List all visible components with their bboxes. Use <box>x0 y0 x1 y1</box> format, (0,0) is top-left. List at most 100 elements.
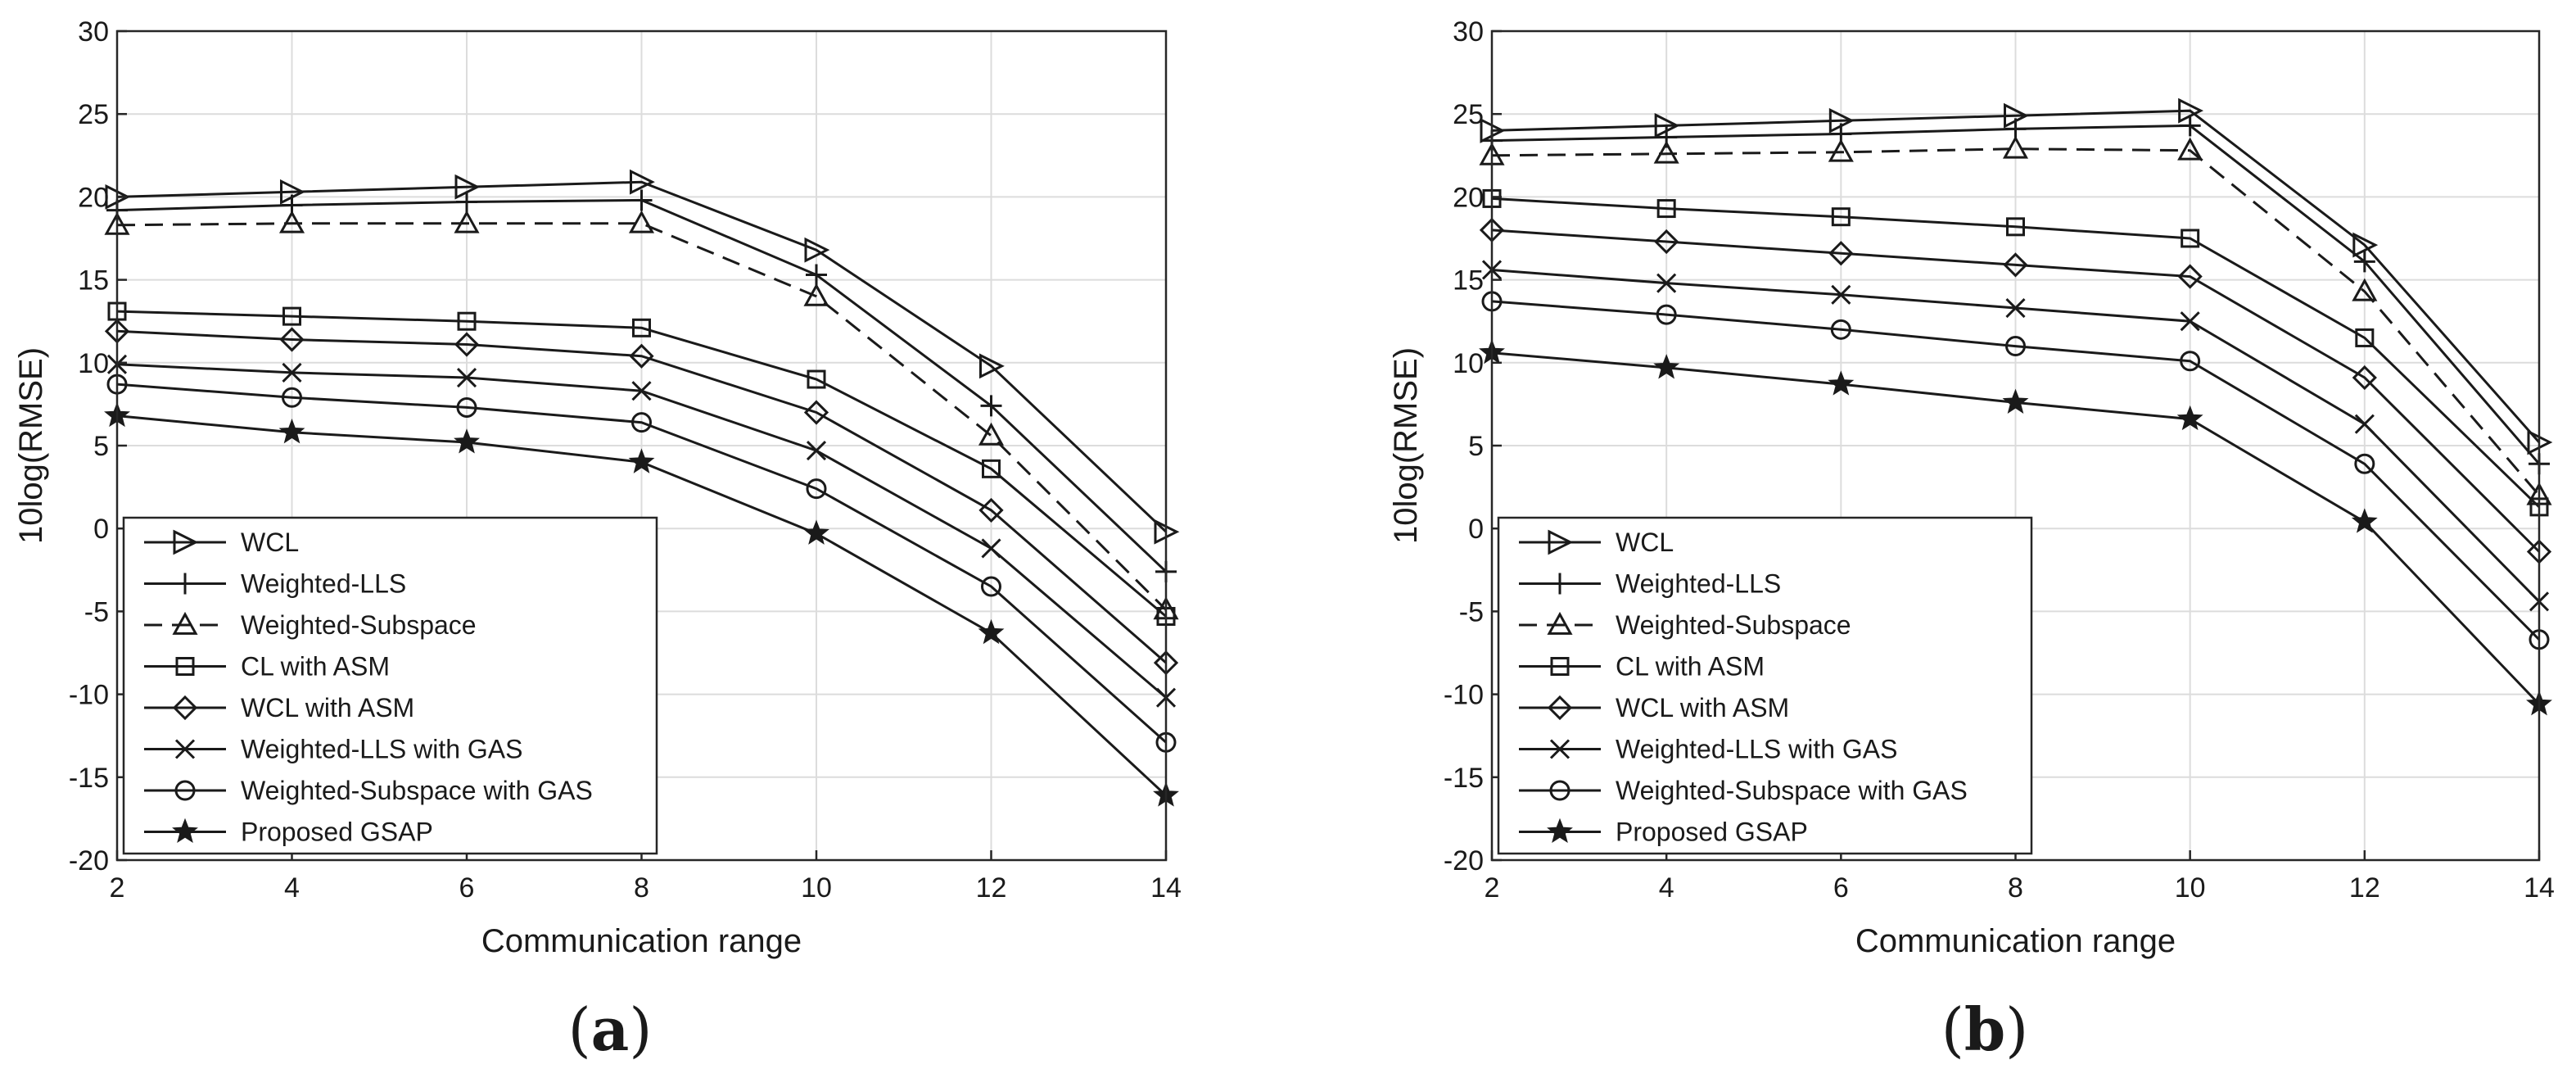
y-tick-label: -5 <box>84 596 109 627</box>
data-point-marker <box>981 538 1001 559</box>
data-point-marker <box>631 412 652 433</box>
legend-item: CL with ASM <box>1519 652 1765 682</box>
data-point-marker <box>981 576 1001 597</box>
y-tick-label: 20 <box>1453 182 1484 213</box>
data-point-marker <box>282 387 302 408</box>
data-point-marker <box>454 210 480 233</box>
data-point-marker <box>2180 311 2200 332</box>
y-tick-label: 15 <box>1453 265 1484 297</box>
series-line <box>1491 147 2541 496</box>
x-axis-label: Communication range <box>481 923 802 959</box>
data-point-marker <box>630 189 653 211</box>
legend-marker <box>1549 573 1570 595</box>
legend-label: CL with ASM <box>1616 652 1765 682</box>
data-point-marker <box>630 169 655 195</box>
data-point-marker <box>1653 354 1680 379</box>
series-line <box>1491 300 2541 641</box>
legend-item: WCL <box>1519 528 1674 557</box>
x-tick-label: 6 <box>459 872 475 904</box>
data-point-marker <box>629 343 654 369</box>
legend-marker <box>174 780 196 801</box>
legend-item: Weighted-Subspace <box>144 610 477 640</box>
legend-item: Weighted-Subspace <box>1519 610 1851 640</box>
data-point-marker <box>2002 388 2029 414</box>
legend: WCL Weighted-LLS Weighted-Subspace CL with … <box>1497 516 2033 855</box>
data-point-marker <box>806 264 827 286</box>
legend-marker <box>1549 780 1570 801</box>
data-point-marker <box>978 422 1005 446</box>
data-point-marker <box>1831 284 1851 305</box>
legend-label: WCL <box>241 528 299 557</box>
legend-marker <box>1547 611 1573 635</box>
legend-item: Weighted-Subspace with GAS <box>1519 776 1968 805</box>
chart-panel-b: 2 4 6 8 10 12 14 -20 -15 -10 -5 0 5 10 15 20 25 30 Communi… <box>1388 16 2555 959</box>
data-point-marker <box>806 478 827 500</box>
chart-panel-a: 2 4 6 8 10 12 14 -20 -15 -10 -5 0 5 10 15 20 25 30 Communi… <box>13 16 1182 959</box>
legend-label: Weighted-LLS <box>241 569 406 599</box>
y-tick-label: 25 <box>78 99 109 130</box>
legend-item: Weighted-LLS with GAS <box>144 735 522 764</box>
legend-label: Weighted-Subspace with GAS <box>241 776 593 805</box>
y-axis-label: 10log(RMSE) <box>1388 347 1424 544</box>
data-point-marker <box>2177 137 2203 161</box>
legend-marker <box>172 695 198 721</box>
x-tick-label: 10 <box>801 872 832 904</box>
data-point-marker <box>2354 453 2375 474</box>
y-tick-label: 10 <box>1453 348 1484 379</box>
data-point-marker <box>807 369 826 389</box>
x-tick-label: 2 <box>1485 872 1500 904</box>
x-tick-label: 4 <box>1659 872 1674 904</box>
y-axis-label: 10log(RMSE) <box>13 347 49 544</box>
x-tick-label: 4 <box>284 872 300 904</box>
data-point-marker <box>2180 351 2201 372</box>
legend-label: WCL <box>1616 528 1674 557</box>
data-point-marker <box>980 395 1002 417</box>
series-weighted-subspace-with-gas <box>106 374 1177 753</box>
data-point-marker <box>979 353 1005 379</box>
x-tick-label: 2 <box>110 872 125 904</box>
data-point-marker <box>803 400 829 425</box>
y-tick-label: 0 <box>93 514 109 545</box>
data-point-marker <box>2352 232 2379 258</box>
legend-item: Weighted-Subspace with GAS <box>144 776 593 805</box>
data-point-marker <box>282 306 301 326</box>
data-point-marker <box>2355 328 2375 347</box>
legend-marker <box>172 611 198 635</box>
legend-label: Weighted-LLS <box>1616 569 1781 599</box>
data-point-marker <box>278 418 305 444</box>
x-tick-label: 12 <box>2349 872 2380 904</box>
y-tick-label: -15 <box>1444 763 1484 794</box>
data-point-marker <box>456 367 477 388</box>
data-point-marker <box>1654 229 1679 255</box>
legend-label: Weighted-LLS with GAS <box>1616 735 1897 764</box>
legend-label: Proposed GSAP <box>241 818 433 847</box>
y-tick-label: 10 <box>78 348 109 379</box>
legend-marker <box>1549 739 1570 759</box>
legend: WCL Weighted-LLS Weighted-Subspace CL with … <box>122 516 658 855</box>
series-line <box>116 180 1168 533</box>
legend-marker <box>174 573 196 595</box>
x-tick-label: 10 <box>2175 872 2206 904</box>
data-point-marker <box>2002 135 2029 159</box>
data-point-marker <box>2003 252 2028 278</box>
legend-box <box>1497 516 2033 855</box>
legend-marker <box>1548 529 1574 555</box>
data-point-marker <box>2005 336 2026 357</box>
x-tick-label: 14 <box>1150 872 1182 904</box>
y-tick-label: -10 <box>69 680 109 711</box>
y-tick-label: -15 <box>69 763 109 794</box>
data-point-marker <box>804 237 830 263</box>
x-tick-label: 8 <box>634 872 649 904</box>
series-line <box>116 222 1168 611</box>
panel-a-label: (a) <box>568 994 653 1064</box>
series-weighted-lls-with-gas <box>106 354 1177 708</box>
legend-item: WCL with ASM <box>144 693 414 722</box>
data-point-marker <box>1828 241 1854 266</box>
data-point-marker <box>456 396 477 418</box>
data-point-marker <box>631 381 652 401</box>
y-tick-label: -20 <box>69 845 109 876</box>
legend-marker <box>175 657 195 676</box>
data-point-marker <box>2181 229 2200 248</box>
x-tick-label: 12 <box>976 872 1007 904</box>
legend-marker <box>174 739 196 759</box>
